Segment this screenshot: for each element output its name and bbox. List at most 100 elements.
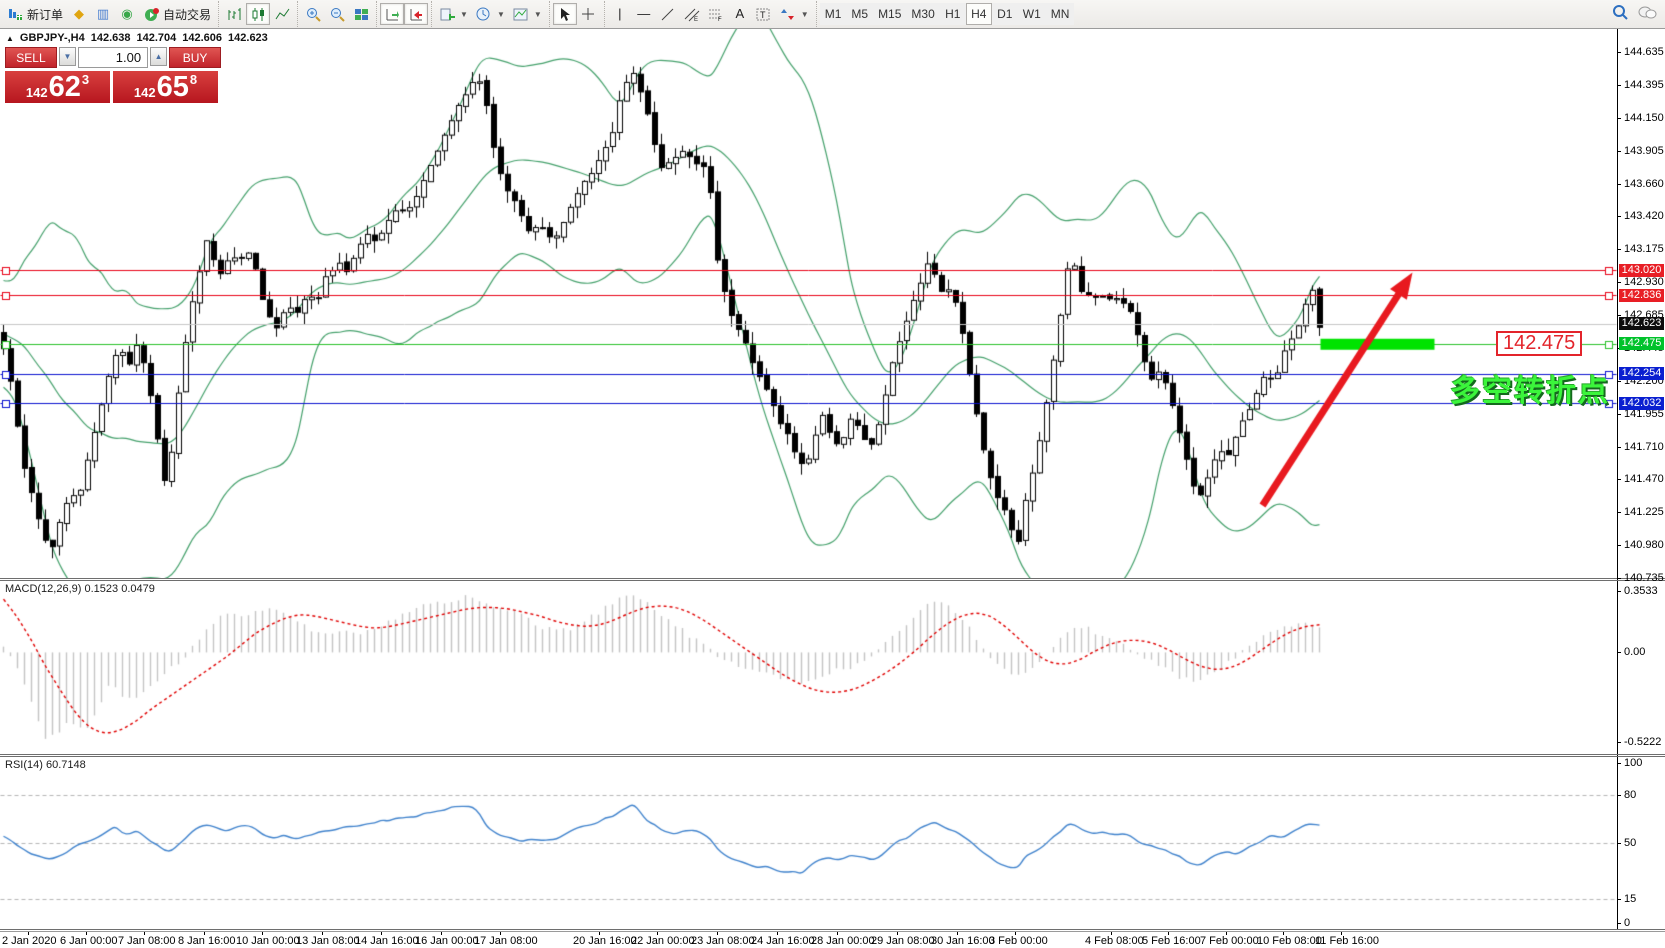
vertical-line-icon: |	[618, 6, 622, 21]
price-badge-142.032: 142.032	[1619, 396, 1664, 410]
text-label-button[interactable]: T	[752, 3, 776, 25]
macd-axis[interactable]: 0.3533 0.00 -0.5222	[1617, 581, 1665, 754]
time-tick-mark	[599, 932, 600, 935]
timeframe-button-m30[interactable]: M30	[906, 3, 940, 25]
add-indicator-button[interactable]: ▼	[435, 3, 472, 25]
time-tick-label: 29 Jan 08:00	[871, 935, 935, 947]
time-tick-label: 8 Jan 16:00	[178, 935, 236, 947]
buy-button[interactable]: BUY	[169, 47, 222, 68]
volume-decrease-button[interactable]: ▼	[58, 47, 76, 66]
price-level-label[interactable]: 142.475	[1496, 331, 1583, 356]
rsi-panel-separator[interactable]	[0, 754, 1665, 755]
rsi-axis[interactable]: 100 80 50 15 0	[1617, 757, 1665, 929]
timeframe-button-m5[interactable]: M5	[846, 3, 874, 25]
zoom-in-button[interactable]	[301, 3, 325, 25]
time-tick-mark	[717, 932, 718, 935]
timeframe-button-m15[interactable]: M15	[873, 3, 907, 25]
time-tick-label: 30 Jan 16:00	[931, 935, 995, 947]
price-tick-mark	[1617, 380, 1621, 382]
timeframe-button-m1[interactable]: M1	[819, 3, 847, 25]
trendline-button[interactable]	[656, 3, 680, 25]
periods-button[interactable]: ▼	[472, 3, 509, 25]
price-tick-mark	[1617, 578, 1621, 580]
vertical-line-button[interactable]: |	[608, 3, 632, 25]
buy-price-box[interactable]: 142 65 8	[113, 71, 218, 103]
time-tick-label: 16 Jan 00:00	[415, 935, 479, 947]
crosshair-button[interactable]	[577, 3, 601, 25]
data-window-button[interactable]: ▥	[91, 3, 115, 25]
timeframe-button-w1[interactable]: W1	[1017, 3, 1046, 25]
price-tick-label: 143.660	[1624, 177, 1664, 190]
price-badge-143.020: 143.020	[1619, 263, 1664, 277]
autotrading-button[interactable]: 自动交易	[139, 3, 215, 25]
candlestick-chart-button[interactable]	[246, 3, 271, 25]
time-tick-mark	[28, 932, 29, 935]
market-watch-button[interactable]: ◆	[67, 3, 91, 25]
line-chart-button[interactable]	[270, 3, 294, 25]
search-icon[interactable]	[1612, 4, 1629, 24]
rsi-tick-mark	[1617, 795, 1621, 796]
text-button[interactable]: A	[728, 3, 752, 25]
volume-input[interactable]: 1.00	[77, 47, 149, 68]
toolbar-group-tools	[548, 1, 604, 27]
data-window-icon: ▥	[96, 6, 110, 21]
bar-chart-button[interactable]	[222, 3, 246, 25]
volume-increase-button[interactable]: ▲	[150, 47, 168, 66]
time-tick-mark	[1168, 932, 1169, 935]
templates-dropdown-arrow[interactable]: ▼	[533, 9, 542, 19]
macd-tick-label: 0.3533	[1624, 584, 1658, 597]
market-watch-icon: ◆	[74, 6, 85, 21]
templates-button[interactable]: ▼	[509, 3, 546, 25]
timeframe-button-h1[interactable]: H1	[939, 3, 966, 25]
autotrading-icon	[143, 6, 159, 22]
ohlc-open: 142.638	[90, 32, 131, 44]
add-indicator-dropdown-arrow[interactable]: ▼	[460, 9, 468, 19]
time-tick-label: 11 Feb 16:00	[1315, 935, 1380, 947]
horizontal-line-button[interactable]: —	[632, 3, 656, 25]
zoom-out-button[interactable]	[325, 3, 349, 25]
tile-windows-button[interactable]	[349, 3, 373, 25]
turning-point-annotation[interactable]: 多空转折点	[1450, 375, 1610, 408]
time-tick-label: 13 Jan 08:00	[296, 935, 360, 947]
main-price-chart[interactable]	[0, 29, 1617, 578]
price-badge-142.836: 142.836	[1619, 288, 1664, 302]
price-badge-142.623: 142.623	[1619, 317, 1664, 331]
templates-icon	[513, 6, 529, 22]
rsi-indicator-chart[interactable]	[0, 757, 1617, 929]
price-axis[interactable]: 144.635 144.395 144.150 143.905 143.660 143.4…	[1617, 29, 1665, 584]
price-tick-mark	[1617, 446, 1621, 448]
crosshair-icon	[581, 6, 597, 22]
timeframe-button-mn[interactable]: MN	[1045, 3, 1075, 25]
rsi-value: 60.7148	[45, 759, 86, 771]
rsi-tick-label: 15	[1624, 893, 1637, 905]
sell-button[interactable]: SELL	[5, 47, 57, 68]
periods-clock-icon	[476, 6, 492, 22]
macd-signal-value: 0.0479	[121, 583, 155, 595]
channel-button[interactable]: E	[680, 3, 704, 25]
sell-price-box[interactable]: 142 62 3	[5, 71, 110, 103]
auto-scroll-button[interactable]	[380, 3, 405, 25]
time-axis[interactable]: 2 Jan 2020 6 Jan 00:00 7 Jan 08:00 8 Jan 16…	[0, 932, 1665, 948]
navigator-button[interactable]: ◉	[115, 3, 139, 25]
macd-indicator-chart[interactable]	[0, 581, 1617, 754]
timeframe-button-h4[interactable]: H4	[965, 3, 992, 25]
arrows-dropdown-arrow[interactable]: ▼	[800, 9, 809, 19]
macd-panel-separator[interactable]	[0, 578, 1665, 579]
time-tick-mark	[837, 932, 838, 935]
time-tick-label: 6 Jan 00:00	[60, 935, 118, 947]
chart-shift-button[interactable]	[404, 3, 429, 25]
time-tick-label: 22 Jan 00:00	[631, 935, 695, 947]
symbol-name: GBPJPY-,H4	[19, 32, 85, 44]
chat-icon[interactable]	[1637, 5, 1657, 24]
periods-dropdown-arrow[interactable]: ▼	[496, 9, 505, 19]
rsi-tick-mark	[1617, 899, 1621, 900]
new-order-button[interactable]: 新订单	[3, 3, 67, 25]
arrows-button[interactable]: ▼	[776, 3, 813, 25]
cursor-button[interactable]	[552, 3, 577, 25]
trendline-icon	[660, 6, 676, 22]
timeframe-button-d1[interactable]: D1	[991, 3, 1018, 25]
time-tick-label: 10 Feb 08:00	[1257, 935, 1322, 947]
time-tick-mark	[1015, 932, 1016, 935]
macd-label: MACD(12,26,9)	[5, 583, 82, 595]
fibonacci-button[interactable]: F	[704, 3, 728, 25]
